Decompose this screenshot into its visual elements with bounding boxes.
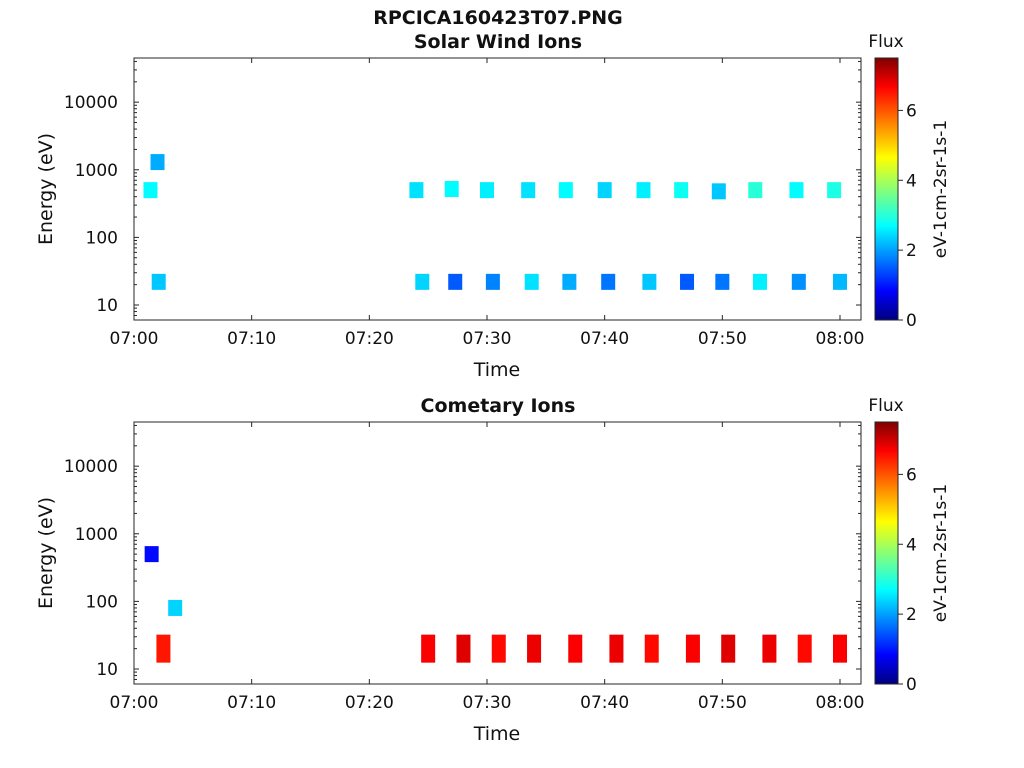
flux-block (143, 182, 158, 199)
colorbar-tick-label: 4 (906, 171, 917, 191)
colorbar-2-ticks: 0 2 4 6 (898, 465, 917, 695)
flux-block (833, 634, 847, 663)
colorbar-tick-label: 4 (906, 535, 917, 555)
flux-block (168, 599, 183, 616)
colorbar-tick-label: 6 (906, 101, 917, 121)
flux-block (524, 273, 539, 290)
x-tick-label: 07:10 (227, 329, 276, 349)
panel-1-plot-frame (133, 57, 862, 321)
flux-block (415, 273, 430, 290)
x-tick-label: 07:30 (463, 693, 512, 713)
panel-cometary: Cometary Ions 07:00 07:10 07:20 07:30 07:40 0… (35, 395, 951, 745)
panel-1-x-ticks: 07:00 07:10 07:20 07:30 07:40 07:50 08:00 (110, 58, 865, 349)
flux-block (601, 273, 616, 290)
flux-block (680, 273, 695, 290)
flux-block (685, 634, 700, 663)
panel-1-y-ticks: 10 100 1000 10000 (64, 60, 861, 316)
flux-block (636, 182, 651, 199)
flux-block (597, 182, 612, 199)
x-tick-label: 08:00 (816, 329, 865, 349)
panel-1-title: Solar Wind Ions (414, 31, 582, 53)
flux-block (674, 182, 689, 199)
flux-block (791, 273, 806, 290)
flux-block (480, 182, 494, 199)
x-tick-label: 07:40 (580, 329, 629, 349)
x-tick-label: 07:00 (110, 693, 159, 713)
colorbar-tick-label: 2 (906, 241, 917, 261)
x-tick-label: 07:20 (345, 329, 394, 349)
flux-block (748, 182, 763, 199)
panel-2-data-marks (144, 546, 847, 663)
panel-2-y-label: Energy (eV) (35, 497, 57, 609)
flux-block (444, 180, 459, 197)
colorbar-2 (874, 421, 899, 685)
y-tick-label: 10000 (64, 93, 118, 113)
panel-1-x-label: Time (473, 359, 521, 381)
colorbar-1-label: Flux (868, 32, 903, 52)
colorbar-2-label: Flux (868, 396, 903, 416)
panel-solar-wind: Solar Wind Ions 07:00 07:10 07:20 07:30 07:4… (35, 31, 951, 381)
panel-2-y-ticks: 10 100 1000 10000 (64, 424, 861, 680)
flux-block (421, 634, 436, 663)
flux-block (409, 182, 424, 199)
flux-block (150, 154, 165, 171)
colorbar-1-ticks: 0 2 4 6 (898, 101, 917, 331)
panel-2-title: Cometary Ions (421, 395, 576, 417)
flux-block (491, 634, 506, 663)
colorbar-tick-label: 0 (906, 311, 917, 331)
x-tick-label: 07:20 (345, 693, 394, 713)
flux-block (144, 546, 159, 563)
y-tick-label: 10 (96, 660, 118, 680)
flux-block (609, 634, 624, 663)
colorbar-1-unit: eV-1cm-2sr-1s-1 (931, 120, 951, 258)
colorbar-tick-label: 6 (906, 465, 917, 485)
flux-block (644, 634, 659, 663)
y-tick-label: 100 (86, 228, 118, 248)
flux-block (789, 182, 804, 199)
flux-block (156, 634, 171, 663)
flux-block (521, 182, 536, 199)
flux-block (151, 273, 166, 290)
x-tick-label: 07:50 (698, 329, 747, 349)
y-tick-label: 10 (96, 296, 118, 316)
panel-2-x-label: Time (473, 723, 521, 745)
x-tick-label: 07:50 (698, 693, 747, 713)
flux-block (642, 273, 657, 290)
y-tick-label: 1000 (75, 525, 118, 545)
y-tick-label: 100 (86, 592, 118, 612)
colorbar-tick-label: 2 (906, 605, 917, 625)
figure-title: RPCICA160423T07.PNG (373, 7, 623, 29)
flux-block (485, 273, 500, 290)
flux-block (762, 634, 777, 663)
panel-1-data-marks (143, 154, 847, 290)
flux-block (456, 634, 471, 663)
flux-block (752, 273, 767, 290)
flux-block (568, 634, 583, 663)
colorbar-2-unit: eV-1cm-2sr-1s-1 (931, 484, 951, 622)
y-tick-label: 1000 (75, 161, 118, 181)
flux-block (558, 182, 573, 199)
flux-block (827, 182, 842, 199)
panel-2-x-ticks: 07:00 07:10 07:20 07:30 07:40 07:50 08:00 (110, 422, 865, 713)
x-tick-label: 07:00 (110, 329, 159, 349)
panel-2-plot-frame (133, 421, 862, 685)
colorbar-1 (874, 57, 899, 321)
x-tick-label: 08:00 (816, 693, 865, 713)
flux-block (562, 273, 577, 290)
flux-block (715, 273, 730, 290)
x-tick-label: 07:40 (580, 693, 629, 713)
flux-block (833, 273, 847, 290)
flux-block (527, 634, 542, 663)
panel-1-y-label: Energy (eV) (35, 133, 57, 245)
x-tick-label: 07:10 (227, 693, 276, 713)
colorbar-tick-label: 0 (906, 675, 917, 695)
flux-block (797, 634, 812, 663)
flux-block (721, 634, 736, 663)
y-tick-label: 10000 (64, 457, 118, 477)
flux-block (711, 183, 726, 200)
flux-block (448, 273, 463, 290)
x-tick-label: 07:30 (463, 329, 512, 349)
